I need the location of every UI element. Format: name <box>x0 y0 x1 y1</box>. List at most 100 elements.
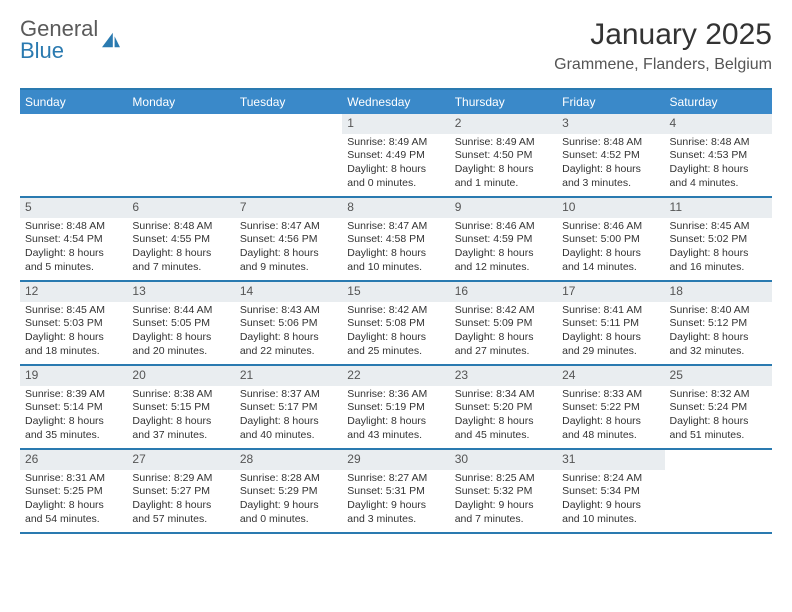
sunrise-line: Sunrise: 8:48 AM <box>132 220 229 234</box>
sunrise-line: Sunrise: 8:25 AM <box>455 472 552 486</box>
daylight2-line: and 45 minutes. <box>455 429 552 443</box>
day-header-friday: Friday <box>557 90 664 114</box>
sunset-line: Sunset: 5:20 PM <box>455 401 552 415</box>
day-details: Sunrise: 8:48 AMSunset: 4:53 PMDaylight:… <box>665 134 772 195</box>
daylight2-line: and 7 minutes. <box>132 261 229 275</box>
day-details: Sunrise: 8:44 AMSunset: 5:05 PMDaylight:… <box>127 302 234 363</box>
sunrise-line: Sunrise: 8:46 AM <box>455 220 552 234</box>
day-details: Sunrise: 8:28 AMSunset: 5:29 PMDaylight:… <box>235 470 342 531</box>
daylight1-line: Daylight: 8 hours <box>347 247 444 261</box>
sunset-line: Sunset: 5:25 PM <box>25 485 122 499</box>
date-number: 27 <box>127 450 234 470</box>
sunrise-line: Sunrise: 8:49 AM <box>347 136 444 150</box>
daylight1-line: Daylight: 8 hours <box>25 247 122 261</box>
date-number: 30 <box>450 450 557 470</box>
daylight2-line: and 22 minutes. <box>240 345 337 359</box>
sunrise-line: Sunrise: 8:38 AM <box>132 388 229 402</box>
day-cell: 31Sunrise: 8:24 AMSunset: 5:34 PMDayligh… <box>557 450 664 532</box>
daylight1-line: Daylight: 8 hours <box>25 499 122 513</box>
date-number: 10 <box>557 198 664 218</box>
daylight1-line: Daylight: 8 hours <box>25 331 122 345</box>
day-cell: 9Sunrise: 8:46 AMSunset: 4:59 PMDaylight… <box>450 198 557 280</box>
day-cell: 22Sunrise: 8:36 AMSunset: 5:19 PMDayligh… <box>342 366 449 448</box>
daylight1-line: Daylight: 8 hours <box>240 415 337 429</box>
date-number: 16 <box>450 282 557 302</box>
sunset-line: Sunset: 5:05 PM <box>132 317 229 331</box>
sunrise-line: Sunrise: 8:48 AM <box>562 136 659 150</box>
day-cell: 25Sunrise: 8:32 AMSunset: 5:24 PMDayligh… <box>665 366 772 448</box>
daylight2-line: and 57 minutes. <box>132 513 229 527</box>
date-number: 28 <box>235 450 342 470</box>
daylight2-line: and 3 minutes. <box>562 177 659 191</box>
sunset-line: Sunset: 5:32 PM <box>455 485 552 499</box>
sunset-line: Sunset: 5:02 PM <box>670 233 767 247</box>
daylight2-line: and 0 minutes. <box>240 513 337 527</box>
daylight2-line: and 51 minutes. <box>670 429 767 443</box>
sunset-line: Sunset: 5:34 PM <box>562 485 659 499</box>
day-cell: 1Sunrise: 8:49 AMSunset: 4:49 PMDaylight… <box>342 114 449 196</box>
sunset-line: Sunset: 5:03 PM <box>25 317 122 331</box>
daylight2-line: and 12 minutes. <box>455 261 552 275</box>
daylight2-line: and 43 minutes. <box>347 429 444 443</box>
date-number: 12 <box>20 282 127 302</box>
sunrise-line: Sunrise: 8:31 AM <box>25 472 122 486</box>
date-number: 6 <box>127 198 234 218</box>
daylight2-line: and 18 minutes. <box>25 345 122 359</box>
daylight1-line: Daylight: 8 hours <box>347 415 444 429</box>
sunrise-line: Sunrise: 8:49 AM <box>455 136 552 150</box>
sunset-line: Sunset: 5:09 PM <box>455 317 552 331</box>
sunrise-line: Sunrise: 8:24 AM <box>562 472 659 486</box>
daylight1-line: Daylight: 8 hours <box>670 247 767 261</box>
sunset-line: Sunset: 4:55 PM <box>132 233 229 247</box>
sunset-line: Sunset: 4:53 PM <box>670 149 767 163</box>
daylight1-line: Daylight: 8 hours <box>240 247 337 261</box>
day-details: Sunrise: 8:33 AMSunset: 5:22 PMDaylight:… <box>557 386 664 447</box>
daylight1-line: Daylight: 9 hours <box>562 499 659 513</box>
date-number: 20 <box>127 366 234 386</box>
brand-text: General Blue <box>20 18 98 62</box>
day-details: Sunrise: 8:41 AMSunset: 5:11 PMDaylight:… <box>557 302 664 363</box>
sunset-line: Sunset: 4:58 PM <box>347 233 444 247</box>
sunset-line: Sunset: 5:11 PM <box>562 317 659 331</box>
daylight2-line: and 37 minutes. <box>132 429 229 443</box>
sunset-line: Sunset: 5:06 PM <box>240 317 337 331</box>
day-header-monday: Monday <box>127 90 234 114</box>
day-details: Sunrise: 8:27 AMSunset: 5:31 PMDaylight:… <box>342 470 449 531</box>
empty-cell <box>665 450 772 532</box>
daylight1-line: Daylight: 8 hours <box>455 331 552 345</box>
week-row: 1Sunrise: 8:49 AMSunset: 4:49 PMDaylight… <box>20 114 772 198</box>
day-cell: 30 Sunrise: 8:25 AMSunset: 5:32 PMDayligh… <box>450 450 557 532</box>
sunrise-line: Sunrise: 8:42 AM <box>455 304 552 318</box>
daylight2-line: and 29 minutes. <box>562 345 659 359</box>
day-cell: 15Sunrise: 8:42 AMSunset: 5:08 PMDayligh… <box>342 282 449 364</box>
daylight2-line: and 7 minutes. <box>455 513 552 527</box>
sunset-line: Sunset: 5:19 PM <box>347 401 444 415</box>
sunset-line: Sunset: 5:22 PM <box>562 401 659 415</box>
sunrise-line: Sunrise: 8:37 AM <box>240 388 337 402</box>
header: General Blue January 2025 Grammene, Flan… <box>20 18 772 74</box>
daylight1-line: Daylight: 8 hours <box>455 163 552 177</box>
daylight2-line: and 35 minutes. <box>25 429 122 443</box>
date-number: 22 <box>342 366 449 386</box>
day-details: Sunrise: 8:48 AMSunset: 4:54 PMDaylight:… <box>20 218 127 279</box>
daylight2-line: and 14 minutes. <box>562 261 659 275</box>
daylight1-line: Daylight: 9 hours <box>455 499 552 513</box>
sunrise-line: Sunrise: 8:42 AM <box>347 304 444 318</box>
day-cell: 20Sunrise: 8:38 AMSunset: 5:15 PMDayligh… <box>127 366 234 448</box>
daylight2-line: and 10 minutes. <box>347 261 444 275</box>
week-row: 26Sunrise: 8:31 AMSunset: 5:25 PMDayligh… <box>20 450 772 534</box>
daylight2-line: and 48 minutes. <box>562 429 659 443</box>
day-details: Sunrise: 8:49 AMSunset: 4:49 PMDaylight:… <box>342 134 449 195</box>
day-cell: 3Sunrise: 8:48 AMSunset: 4:52 PMDaylight… <box>557 114 664 196</box>
daylight1-line: Daylight: 8 hours <box>455 415 552 429</box>
daylight1-line: Daylight: 9 hours <box>347 499 444 513</box>
daylight2-line: and 27 minutes. <box>455 345 552 359</box>
sunrise-line: Sunrise: 8:44 AM <box>132 304 229 318</box>
day-details: Sunrise: 8:24 AMSunset: 5:34 PMDaylight:… <box>557 470 664 531</box>
sunset-line: Sunset: 5:00 PM <box>562 233 659 247</box>
day-cell: 16 Sunrise: 8:42 AMSunset: 5:09 PMDayligh… <box>450 282 557 364</box>
day-details: Sunrise: 8:39 AMSunset: 5:14 PMDaylight:… <box>20 386 127 447</box>
daylight1-line: Daylight: 8 hours <box>670 163 767 177</box>
day-cell: 13Sunrise: 8:44 AMSunset: 5:05 PMDayligh… <box>127 282 234 364</box>
sunrise-line: Sunrise: 8:27 AM <box>347 472 444 486</box>
